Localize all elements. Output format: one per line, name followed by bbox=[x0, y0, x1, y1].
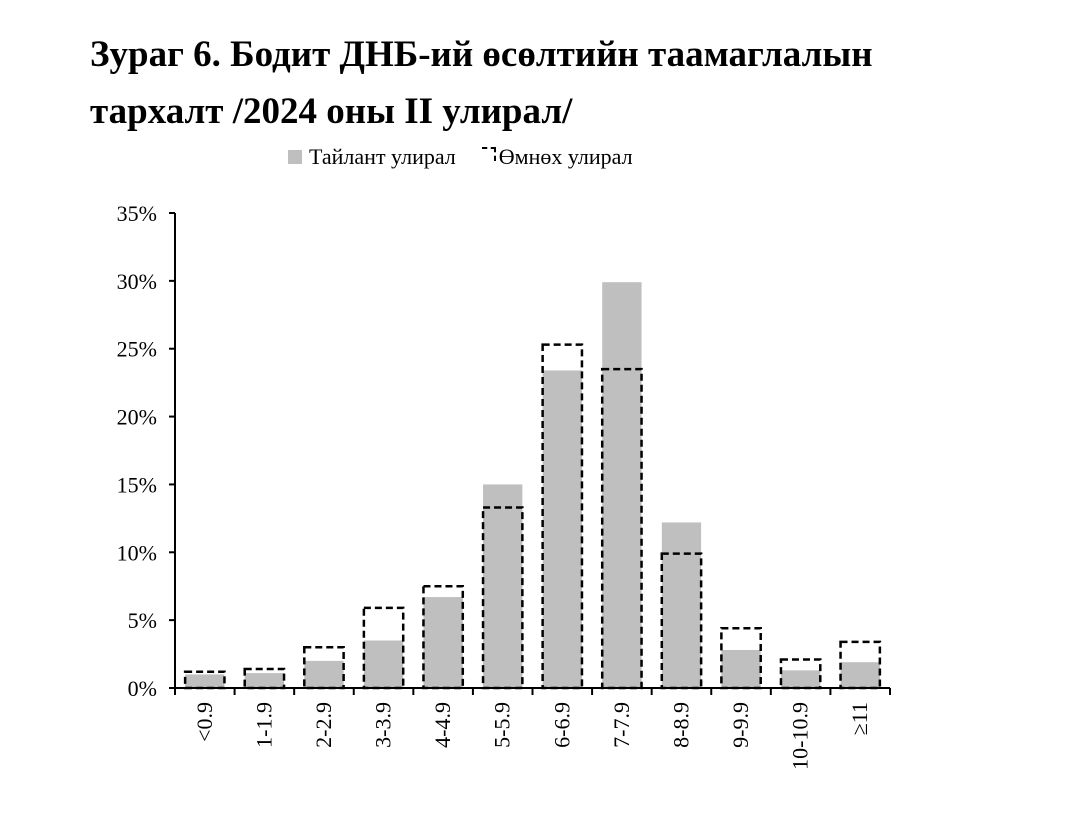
chart-title-line-2: тархалт /2024 оны II улирал/ bbox=[90, 91, 573, 132]
y-tick-label: 30% bbox=[117, 269, 157, 294]
legend-label-previous: Өмнөх улирал bbox=[498, 144, 633, 169]
x-axis: <0.9 1-1.9 2-2.9 3-3.9 4-4.9 5-5.9 6-6.9 7-7.9 8… bbox=[174, 687, 891, 770]
legend-item-previous: Өмнөх улирал bbox=[481, 144, 633, 170]
bar-current bbox=[185, 674, 225, 688]
x-tick-label: 5-5.9 bbox=[490, 702, 515, 748]
x-tick-label: 4-4.9 bbox=[430, 702, 455, 748]
legend-label-current: Тайлант улирал bbox=[309, 144, 456, 169]
bar-current bbox=[244, 673, 285, 688]
bar-current bbox=[542, 370, 582, 688]
bar-current bbox=[721, 650, 761, 688]
bar-current bbox=[840, 662, 880, 688]
bars-current-quarter bbox=[185, 282, 880, 688]
legend-swatch-previous bbox=[481, 147, 496, 161]
bar-current bbox=[661, 522, 702, 688]
x-tick-label: 3-3.9 bbox=[371, 702, 396, 748]
y-tick-label: 25% bbox=[117, 337, 157, 362]
bars-previous-quarter bbox=[183, 343, 882, 690]
y-axis: 0% 5% 10% 15% 20% 25% 30% 35% bbox=[117, 201, 176, 701]
bar-previous bbox=[779, 658, 822, 690]
x-tick-label: 8-8.9 bbox=[668, 702, 693, 748]
x-tick-label: 1-1.9 bbox=[251, 702, 276, 748]
y-tick-label: 15% bbox=[117, 472, 157, 497]
chart-legend: Тайлант улирал Өмнөх улирал bbox=[288, 142, 659, 172]
x-tick-label: ≥11 bbox=[847, 702, 872, 735]
x-tick-label: 7-7.9 bbox=[609, 702, 634, 748]
y-tick-label: 35% bbox=[117, 201, 157, 226]
bar-current bbox=[483, 484, 523, 688]
bar-previous bbox=[183, 670, 226, 690]
y-tick-label: 5% bbox=[128, 608, 157, 633]
bar-current bbox=[423, 597, 463, 688]
y-tick-label: 10% bbox=[117, 540, 157, 565]
y-tick-label: 0% bbox=[128, 676, 157, 701]
x-tick-label: 2-2.9 bbox=[311, 702, 336, 748]
bar-current bbox=[602, 282, 642, 688]
x-tick-label: <0.9 bbox=[192, 702, 217, 742]
chart-title-line-1: Зураг 6. Бодит ДНБ-ий өсөлтийн таамаглал… bbox=[90, 34, 873, 75]
bar-previous bbox=[720, 627, 762, 690]
y-tick-label: 20% bbox=[117, 405, 157, 430]
x-tick-label: 6-6.9 bbox=[549, 702, 574, 748]
legend-item-current: Тайлант улирал bbox=[288, 144, 456, 170]
bar-current bbox=[304, 660, 344, 688]
legend-swatch-current bbox=[288, 150, 302, 164]
x-tick-label: 10-10.9 bbox=[788, 702, 813, 770]
x-tick-label: 9-9.9 bbox=[728, 702, 753, 748]
bar-current bbox=[780, 670, 821, 688]
bar-current bbox=[363, 640, 404, 688]
chart-title: Зураг 6. Бодит ДНБ-ий өсөлтийн таамаглал… bbox=[90, 26, 1050, 140]
bar-previous bbox=[362, 606, 405, 690]
